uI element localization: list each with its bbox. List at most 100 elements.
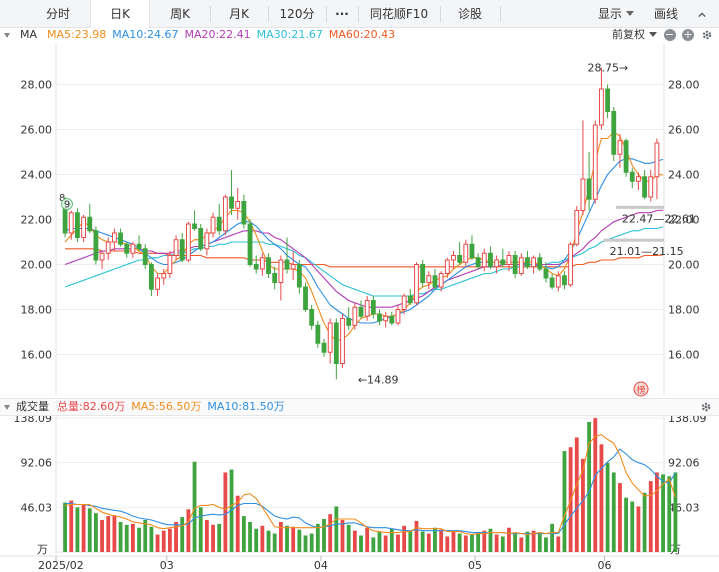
candle-body (457, 255, 463, 263)
volume-bar (248, 521, 252, 552)
tab-daily-k[interactable]: 日K (90, 0, 150, 28)
more-periods-button[interactable]: ··· (335, 7, 349, 21)
adjust-mode-button[interactable]: 前复权 (612, 28, 657, 41)
range-label: 22.47—22.61 (622, 212, 696, 225)
volume-bar (667, 476, 672, 552)
zoom-in-icon[interactable]: + (682, 28, 694, 41)
diagnose-button[interactable]: 诊股 (457, 7, 482, 21)
candle (444, 257, 450, 278)
candle-body (99, 252, 105, 261)
candle (136, 235, 142, 251)
candle (494, 255, 500, 274)
candle (179, 233, 185, 263)
candle-body (580, 178, 586, 211)
tab-minute[interactable]: 分时 (45, 7, 70, 21)
volume-bar (235, 495, 240, 552)
candle-body (68, 212, 74, 234)
price-panel-tools: 前复权 − + (612, 28, 713, 42)
settings-gear-icon[interactable] (700, 401, 712, 413)
candle (401, 293, 407, 314)
candle-body (451, 255, 456, 261)
volume-bar (223, 472, 228, 552)
ma30-legend: MA30:21.67 (256, 28, 323, 41)
volume-total-legend: 总量:82.60万 (57, 400, 126, 413)
volume-unit-left: 万 (37, 543, 48, 556)
volume-bar (322, 519, 326, 552)
volume-bar (180, 517, 185, 552)
candle-body (525, 257, 530, 268)
toolbar-divider (440, 6, 441, 22)
candle-body (346, 318, 352, 326)
candle (309, 305, 315, 330)
chart-grid (55, 44, 665, 554)
candle (284, 237, 290, 274)
low-price-label: ←14.89 (358, 373, 399, 386)
volume-bar (278, 521, 283, 552)
volume-bar (75, 507, 80, 552)
candle-body (284, 259, 290, 270)
candle (142, 244, 148, 269)
candle (173, 235, 179, 260)
price-tick-label-left: 28.00 (21, 79, 53, 92)
collapse-triangle-icon[interactable] (4, 404, 10, 410)
marker-8-label: 8 (59, 193, 65, 204)
candle-body (192, 223, 197, 229)
volume-bar (149, 526, 154, 552)
volume-bar (587, 421, 592, 552)
volume-bar (93, 513, 98, 552)
volume-bar (217, 523, 222, 552)
volume-bars (63, 418, 678, 552)
candle (105, 237, 111, 260)
candle-body (506, 255, 512, 265)
candle (148, 262, 154, 296)
f10-button[interactable]: 同花顺F10 (369, 7, 429, 21)
tab-monthly-k[interactable]: 月K (229, 7, 249, 21)
chevron-down-icon (649, 31, 657, 37)
price-tick-label-right: 24.00 (668, 169, 700, 182)
candle (278, 255, 284, 301)
candle-body (167, 255, 173, 274)
volume-bar (408, 530, 413, 552)
tab-120min[interactable]: 120分 (279, 7, 315, 21)
candle (259, 253, 265, 276)
candle-body (241, 201, 247, 225)
candle (290, 251, 296, 281)
draw-line-button[interactable]: 画线 (653, 7, 678, 21)
volume-bar (433, 527, 437, 552)
candle (414, 262, 419, 305)
candle (62, 197, 68, 238)
volume-bar (303, 535, 308, 552)
candle-body (81, 216, 86, 238)
volume-bar (118, 521, 123, 552)
candle-body (420, 264, 426, 283)
candle (395, 305, 401, 326)
candle-body (518, 257, 524, 274)
volume-bar (260, 525, 265, 552)
collapse-triangle-icon[interactable] (4, 32, 10, 38)
volume-bar (618, 483, 622, 552)
moving-average-lines (64, 131, 664, 342)
candle (198, 224, 204, 251)
vol_ma10-line (65, 448, 676, 535)
candle (488, 246, 493, 269)
candle-body (512, 255, 518, 274)
candle-body (377, 313, 382, 322)
volume-bar (556, 536, 561, 552)
candle-body (148, 264, 154, 290)
candle (192, 210, 197, 231)
tab-weekly-k[interactable]: 周K (170, 7, 190, 21)
candle (93, 226, 99, 265)
volume-bar (581, 458, 585, 552)
volume-bar (106, 516, 111, 552)
display-menu-button[interactable]: 显示 (590, 0, 642, 28)
settings-gear-icon[interactable] (701, 29, 713, 41)
volume-bar (272, 533, 277, 552)
volume-bar (562, 451, 567, 552)
zoom-out-icon[interactable]: − (663, 28, 676, 41)
candle-body (87, 216, 93, 232)
candle-body (315, 324, 321, 344)
price-tick-label-right: 28.00 (668, 79, 700, 92)
candle-body (105, 241, 111, 254)
candle-body (278, 259, 284, 283)
collapse-toolbar-button[interactable] (690, 0, 712, 28)
